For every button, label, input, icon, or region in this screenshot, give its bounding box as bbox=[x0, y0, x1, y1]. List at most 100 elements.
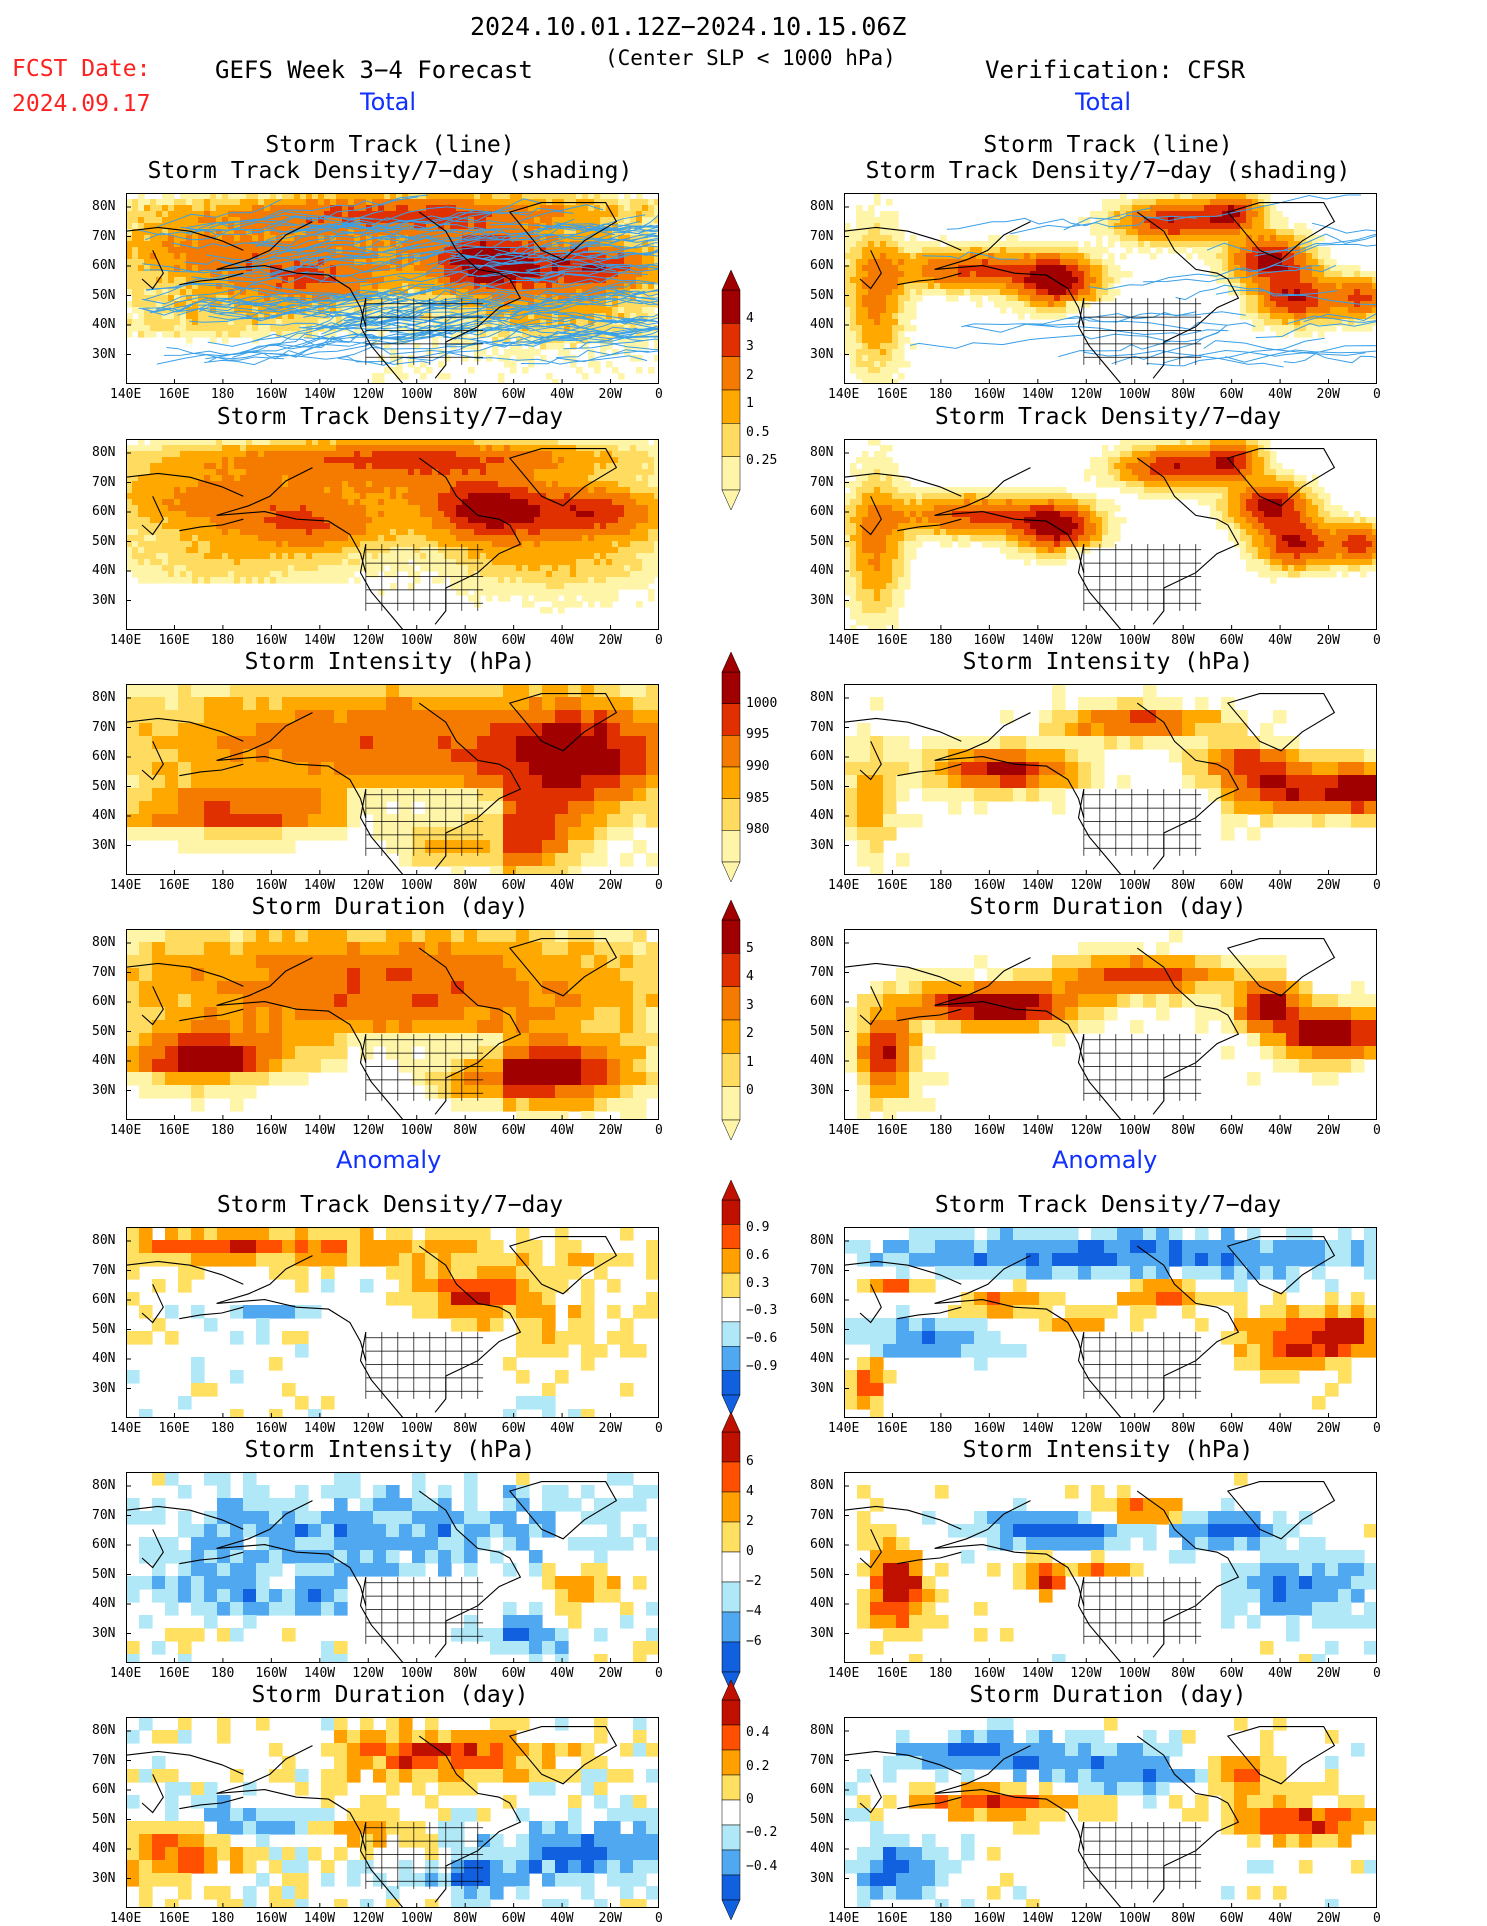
lon-label: 120W bbox=[1070, 1421, 1101, 1436]
lon-label: 40W bbox=[550, 387, 573, 402]
lat-label: 80N bbox=[92, 1723, 115, 1738]
lat-label: 40N bbox=[810, 808, 833, 823]
map-panel-9 bbox=[844, 1227, 1377, 1418]
lat-label: 50N bbox=[810, 1812, 833, 1827]
lon-label: 160E bbox=[158, 1421, 189, 1436]
lon-label: 160W bbox=[255, 1123, 286, 1138]
title-l1-line1: Storm Track (line) bbox=[120, 132, 660, 158]
colorbar-duration-label: 3 bbox=[746, 998, 754, 1013]
map-canvas bbox=[126, 193, 659, 384]
lon-label: 0 bbox=[655, 1666, 663, 1681]
lat-label: 30N bbox=[810, 1083, 833, 1098]
title-l5: Storm Track Density/7−day bbox=[120, 1192, 660, 1218]
lat-label: 30N bbox=[92, 1871, 115, 1886]
lon-label: 120W bbox=[352, 1666, 383, 1681]
map-panel-1 bbox=[844, 193, 1377, 384]
colorbar-density-label: 0.5 bbox=[746, 425, 769, 440]
lon-label: 20W bbox=[599, 1421, 622, 1436]
lon-label: 100W bbox=[401, 878, 432, 893]
colorbar-density-label: 0.25 bbox=[746, 453, 777, 468]
lat-label: 60N bbox=[92, 749, 115, 764]
lon-label: 60W bbox=[1220, 1911, 1243, 1926]
anomaly-label-left: Anomaly bbox=[336, 1146, 441, 1174]
lat-label: 80N bbox=[810, 690, 833, 705]
lat-label: 60N bbox=[92, 1537, 115, 1552]
lon-label: 0 bbox=[1373, 1421, 1381, 1436]
lon-label: 120W bbox=[352, 387, 383, 402]
map-canvas bbox=[844, 1472, 1377, 1663]
lon-label: 180 bbox=[211, 387, 234, 402]
lon-label: 140W bbox=[1022, 878, 1053, 893]
lon-label: 140E bbox=[110, 878, 141, 893]
lon-label: 120W bbox=[1070, 878, 1101, 893]
lat-label: 30N bbox=[810, 1626, 833, 1641]
lon-label: 140W bbox=[1022, 1911, 1053, 1926]
lat-label: 60N bbox=[810, 258, 833, 273]
lon-label: 160E bbox=[876, 1666, 907, 1681]
lon-label: 160E bbox=[876, 633, 907, 648]
lon-label: 0 bbox=[1373, 1666, 1381, 1681]
lon-label: 80W bbox=[453, 1911, 476, 1926]
lon-label: 0 bbox=[655, 878, 663, 893]
lat-label: 50N bbox=[92, 1567, 115, 1582]
lat-label: 60N bbox=[810, 749, 833, 764]
lon-label: 160E bbox=[158, 1123, 189, 1138]
lon-label: 120W bbox=[1070, 1666, 1101, 1681]
lon-label: 80W bbox=[453, 1421, 476, 1436]
lat-label: 40N bbox=[92, 563, 115, 578]
colorbar-density-label: 4 bbox=[746, 311, 754, 326]
lon-label: 140E bbox=[828, 1911, 859, 1926]
lon-label: 0 bbox=[655, 1123, 663, 1138]
lon-label: 120W bbox=[352, 1123, 383, 1138]
lon-label: 140W bbox=[304, 1911, 335, 1926]
lon-label: 100W bbox=[1119, 1666, 1150, 1681]
anomaly-label-right: Anomaly bbox=[1052, 1146, 1157, 1174]
lat-label: 60N bbox=[810, 1782, 833, 1797]
map-panel-4 bbox=[126, 684, 659, 875]
colorbar-duration-label: 5 bbox=[746, 941, 754, 956]
lat-label: 60N bbox=[92, 258, 115, 273]
lat-label: 80N bbox=[810, 935, 833, 950]
lon-label: 80W bbox=[453, 878, 476, 893]
lon-label: 60W bbox=[1220, 1666, 1243, 1681]
map-canvas bbox=[844, 929, 1377, 1120]
map-panel-7 bbox=[844, 929, 1377, 1120]
lon-label: 20W bbox=[1317, 1123, 1340, 1138]
map-canvas bbox=[126, 1472, 659, 1663]
lat-label: 30N bbox=[92, 1083, 115, 1098]
colorbar-intensity bbox=[716, 652, 746, 882]
map-canvas bbox=[844, 193, 1377, 384]
lon-label: 140E bbox=[828, 1666, 859, 1681]
lat-label: 80N bbox=[810, 1723, 833, 1738]
lon-label: 120W bbox=[1070, 1123, 1101, 1138]
lon-label: 160E bbox=[876, 1911, 907, 1926]
lon-label: 80W bbox=[453, 387, 476, 402]
title-r4: Storm Duration (day) bbox=[838, 894, 1378, 920]
lat-label: 50N bbox=[810, 1322, 833, 1337]
lat-label: 40N bbox=[92, 1841, 115, 1856]
lon-label: 140E bbox=[110, 387, 141, 402]
lat-label: 60N bbox=[810, 504, 833, 519]
lon-label: 100W bbox=[1119, 1421, 1150, 1436]
lon-label: 120W bbox=[352, 1421, 383, 1436]
colorbar-density-anomaly bbox=[716, 1180, 746, 1415]
total-label-left: Total bbox=[360, 88, 416, 116]
lat-label: 50N bbox=[810, 534, 833, 549]
lon-label: 140E bbox=[110, 1123, 141, 1138]
lon-label: 60W bbox=[1220, 878, 1243, 893]
lon-label: 100W bbox=[1119, 1911, 1150, 1926]
lat-label: 30N bbox=[810, 1871, 833, 1886]
lon-label: 0 bbox=[655, 1911, 663, 1926]
lon-label: 80W bbox=[1171, 1911, 1194, 1926]
lat-label: 80N bbox=[92, 1478, 115, 1493]
lon-label: 140W bbox=[1022, 387, 1053, 402]
colorbar-density-label: 1 bbox=[746, 396, 754, 411]
fcst-date-label: FCST Date: bbox=[12, 56, 150, 82]
title-r1-line2: Storm Track Density/7−day (shading) bbox=[838, 158, 1378, 184]
lat-label: 60N bbox=[92, 1782, 115, 1797]
lon-label: 180 bbox=[929, 1666, 952, 1681]
lon-label: 140E bbox=[828, 878, 859, 893]
colorbar-duration-anomaly-label: 0.2 bbox=[746, 1759, 769, 1774]
lon-label: 160E bbox=[158, 1911, 189, 1926]
total-label-right: Total bbox=[1075, 88, 1131, 116]
